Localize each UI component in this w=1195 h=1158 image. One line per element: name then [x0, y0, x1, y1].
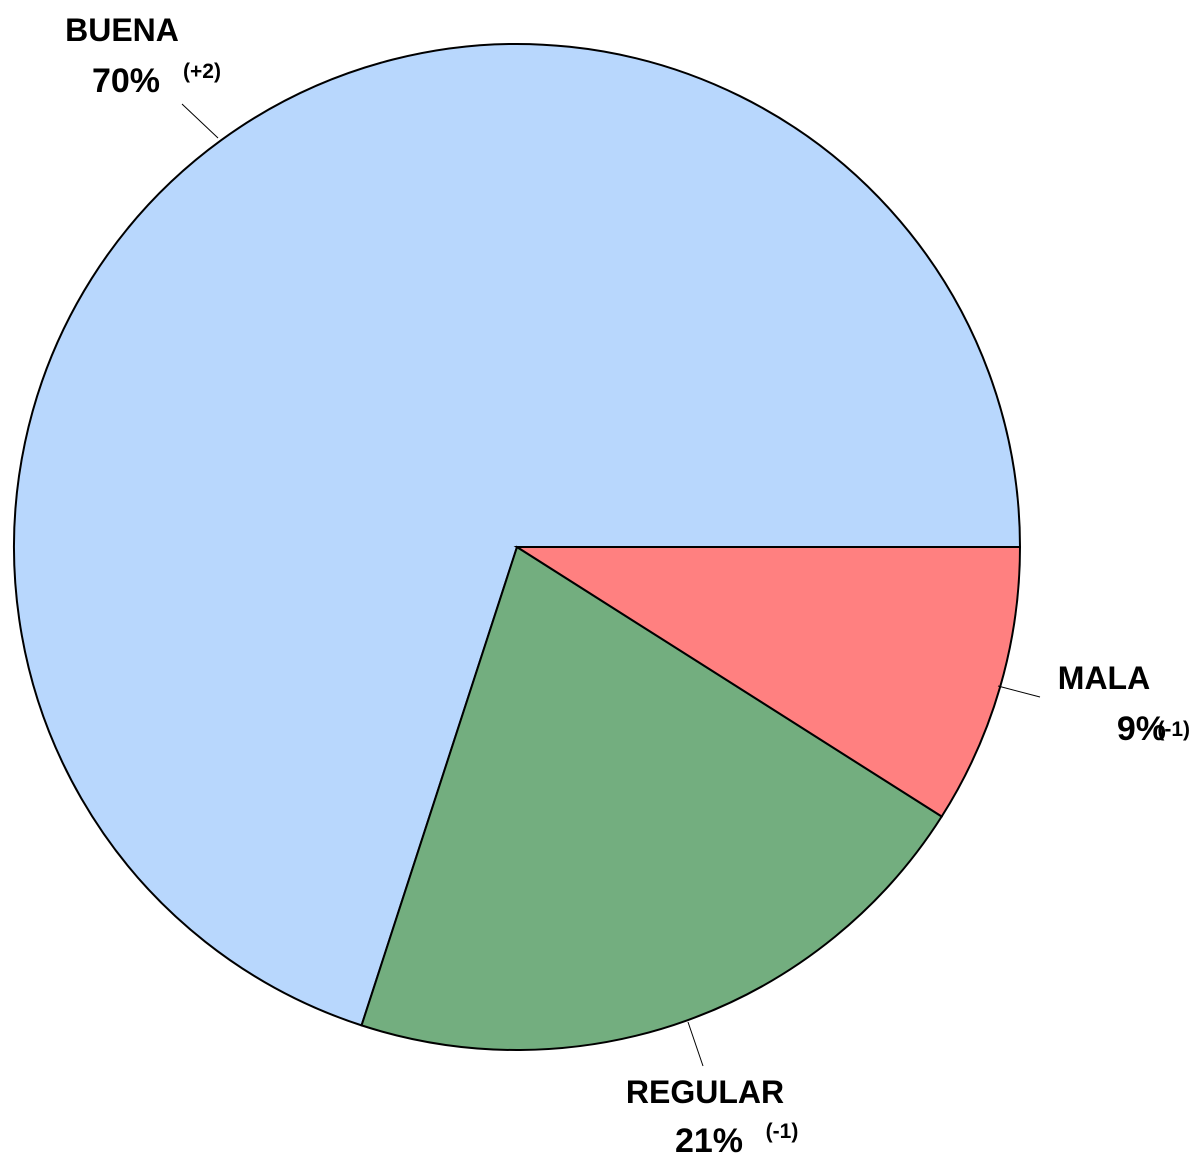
slice-change: (+2) [183, 60, 221, 83]
slice-percent: 9% [1117, 710, 1166, 748]
slice-percent: 21% [675, 1122, 743, 1158]
slice-name: REGULAR [626, 1074, 784, 1110]
slice-change: (-1) [766, 1120, 799, 1143]
leader-line [997, 685, 1041, 698]
pie-slice [513, 546, 1022, 818]
slice-name: MALA [1058, 660, 1150, 696]
leader-line [687, 1021, 704, 1067]
pie-slice [360, 545, 944, 1051]
slice-change: (-1) [1157, 718, 1190, 741]
slice-name: BUENA [65, 12, 179, 48]
leader-line [181, 103, 219, 139]
pie-slice [13, 43, 1022, 1027]
slice-percent: 70% [92, 62, 160, 100]
